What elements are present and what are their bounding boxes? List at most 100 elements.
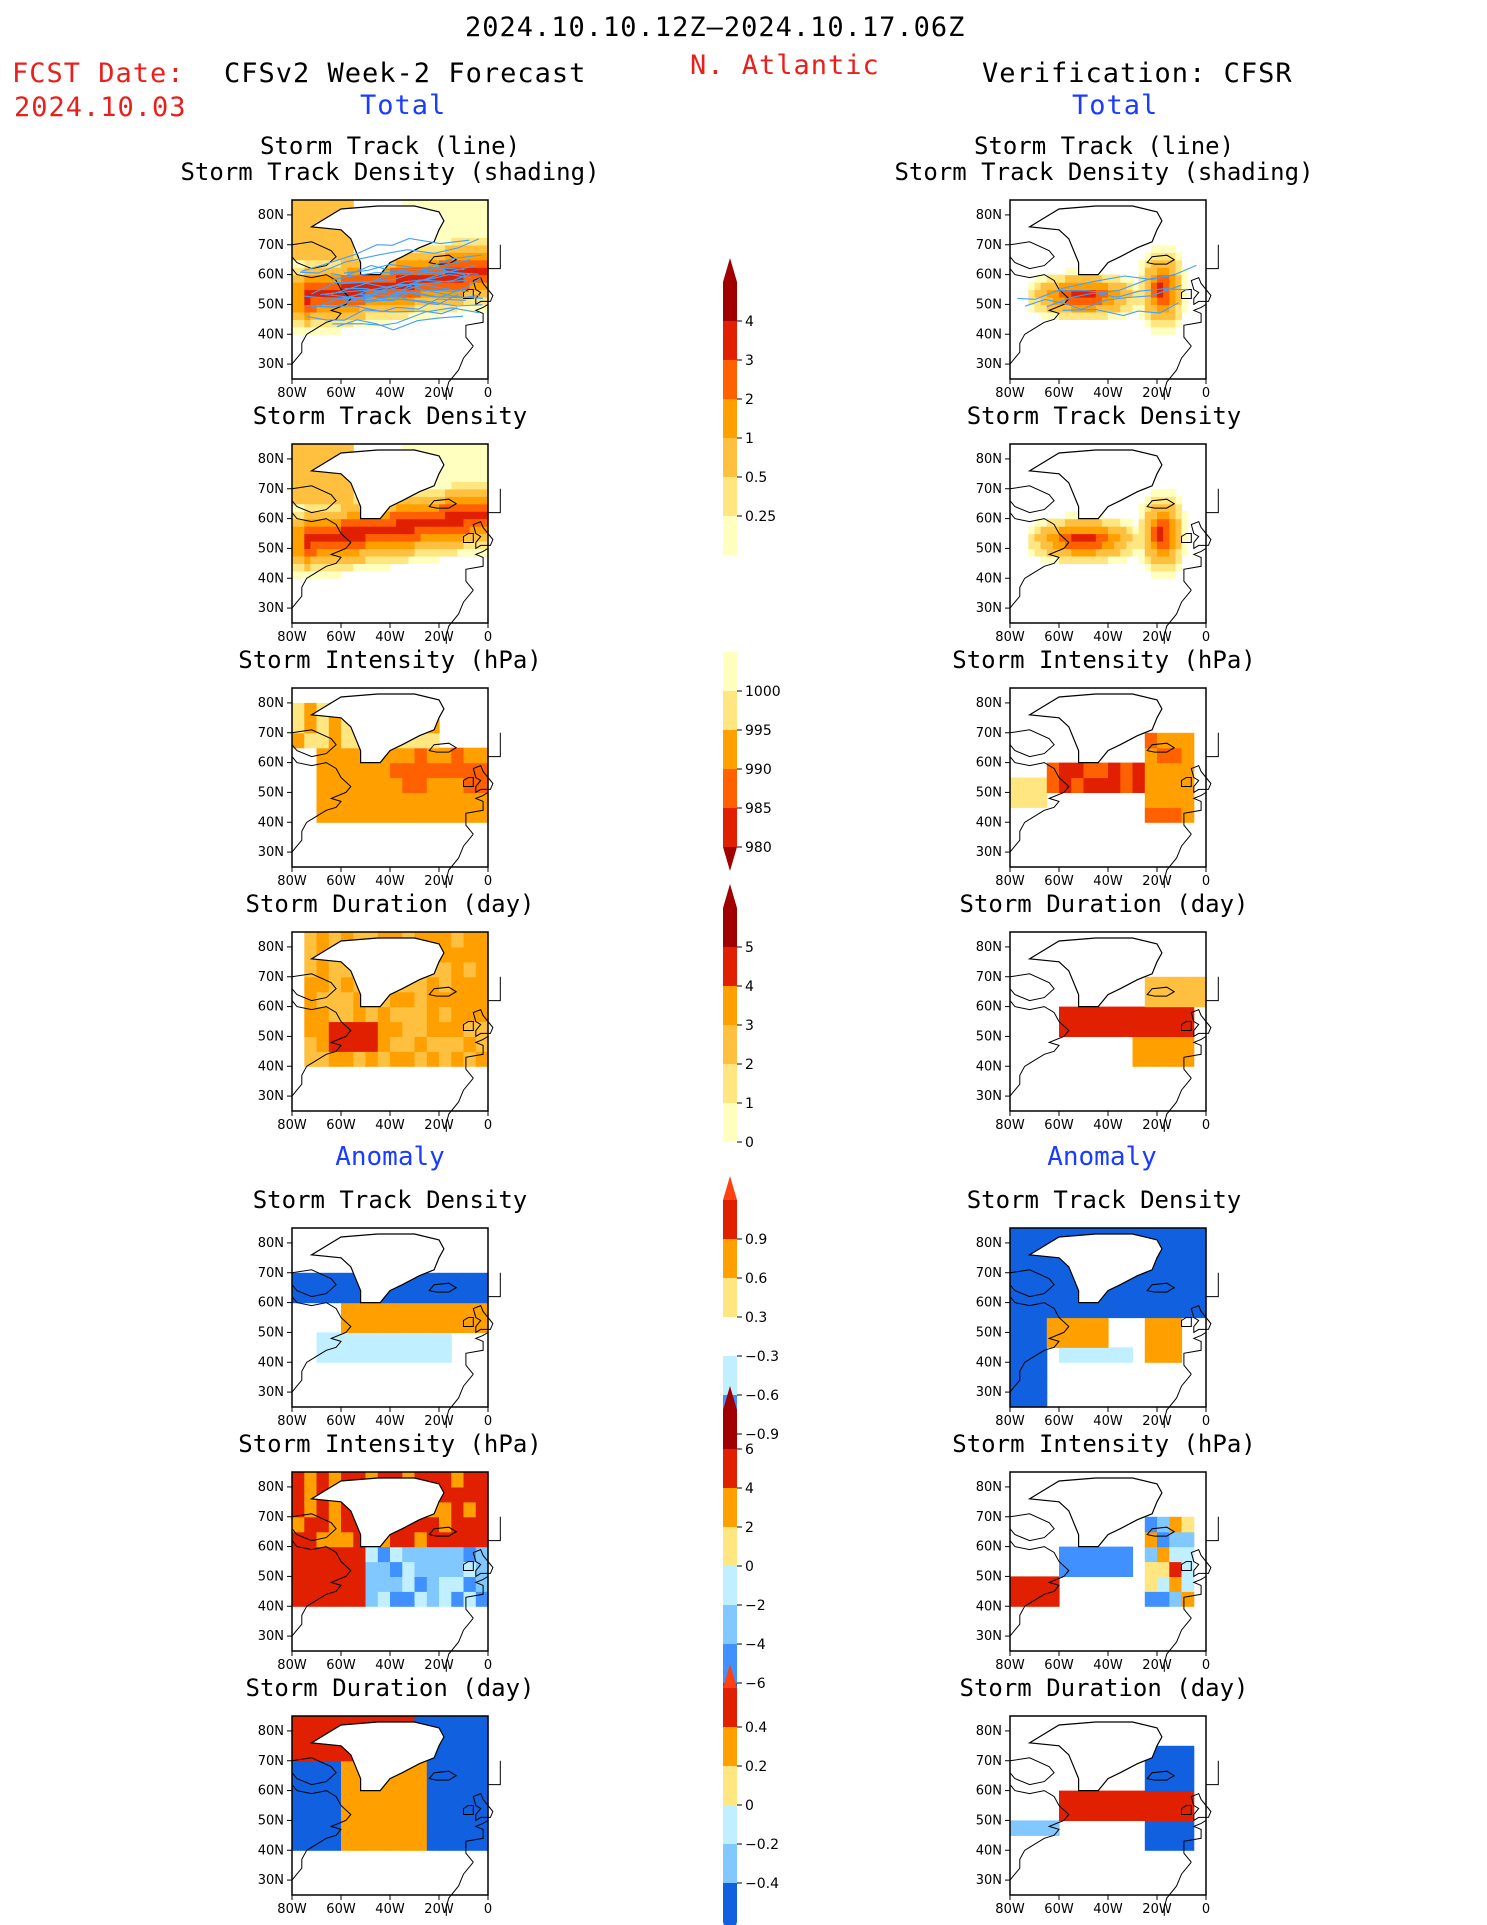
field-cell xyxy=(1157,1317,1170,1333)
field-cell xyxy=(420,252,428,261)
field-cell xyxy=(316,511,324,520)
field-cell xyxy=(298,496,305,505)
field-cell xyxy=(390,1302,403,1319)
lat-tick-label: 30N xyxy=(976,845,1002,860)
field-cell xyxy=(322,267,330,276)
field-cell xyxy=(377,518,385,527)
lon-tick-label: 0 xyxy=(484,1658,492,1673)
field-cell xyxy=(304,1531,318,1548)
field-cell xyxy=(432,274,440,283)
field-cell xyxy=(1089,297,1097,306)
greenland-coast xyxy=(1027,449,1163,520)
field-cell xyxy=(1163,541,1170,550)
field-cell xyxy=(475,932,489,948)
region-label: N. Atlantic xyxy=(690,50,880,81)
field-cell xyxy=(402,496,409,505)
field-cell xyxy=(1169,1332,1183,1348)
field-cell xyxy=(341,1576,354,1592)
field-cell xyxy=(469,451,477,460)
field-cell xyxy=(1114,304,1121,313)
field-cell xyxy=(1169,1036,1183,1052)
field-cell xyxy=(439,473,446,482)
storm-track-line xyxy=(1062,302,1179,317)
iceland-coast xyxy=(428,1526,458,1537)
field-cell xyxy=(390,548,397,557)
field-cell xyxy=(451,259,458,268)
field-cell xyxy=(1169,1257,1183,1274)
field-cell xyxy=(1120,518,1127,527)
field-cell xyxy=(353,1805,367,1821)
field-cell xyxy=(334,282,342,291)
baffin-coast xyxy=(1009,1757,1055,1786)
field-cell xyxy=(298,555,305,564)
field-cell xyxy=(390,1835,403,1851)
field-cell xyxy=(1181,1790,1195,1807)
field-cell xyxy=(1065,533,1072,542)
north-america-coast xyxy=(1009,512,1070,609)
field-cell xyxy=(475,792,489,808)
field-cell xyxy=(463,289,471,298)
field-cell xyxy=(1095,541,1103,550)
field-cell xyxy=(304,1051,318,1067)
field-cell xyxy=(322,319,330,328)
field-cell xyxy=(1163,326,1170,335)
field-cell xyxy=(475,533,483,542)
field-cell xyxy=(341,244,348,253)
field-cell xyxy=(420,533,428,542)
field-cell xyxy=(475,259,483,268)
field-cell xyxy=(322,282,330,291)
field-cell xyxy=(414,1531,428,1548)
field-cell xyxy=(1034,518,1042,527)
field-cell xyxy=(292,222,299,231)
field-cell xyxy=(469,222,477,231)
field-cell xyxy=(408,541,416,550)
field-cell xyxy=(310,526,318,535)
field-cell xyxy=(451,458,458,467)
field-cell xyxy=(1181,1272,1195,1289)
field-cell xyxy=(463,488,471,497)
field-cell xyxy=(463,473,471,482)
field-cell xyxy=(390,1790,403,1807)
lat-tick-label: 50N xyxy=(976,1569,1002,1584)
field-cell xyxy=(328,526,336,535)
field-cell xyxy=(481,548,489,557)
field-cell xyxy=(304,1745,318,1762)
europe-coast xyxy=(465,298,489,347)
field-cell xyxy=(439,1472,452,1488)
field-cell xyxy=(432,481,440,490)
field-cell xyxy=(439,747,452,764)
lat-tick-label: 80N xyxy=(976,696,1002,711)
field-cell xyxy=(1169,1835,1183,1851)
field-cell xyxy=(1169,518,1176,527)
lat-tick-label: 80N xyxy=(258,208,284,223)
field-cell xyxy=(316,488,324,497)
field-cell xyxy=(426,1021,440,1037)
britain-coast xyxy=(1190,1008,1212,1038)
field-cell xyxy=(1095,311,1103,320)
field-cell xyxy=(402,1591,416,1607)
field-cell xyxy=(451,1591,465,1607)
field-cell xyxy=(292,244,299,253)
field-cell xyxy=(1181,1591,1195,1607)
field-cell xyxy=(347,488,354,497)
field-cell xyxy=(1083,1317,1097,1333)
field-cell xyxy=(1022,1392,1036,1408)
lat-tick-label: 80N xyxy=(258,940,284,955)
field-cell xyxy=(1101,518,1109,527)
lon-tick-label: 40W xyxy=(375,1118,405,1133)
field-cell xyxy=(377,541,385,550)
field-cell xyxy=(347,555,354,564)
field-cell xyxy=(469,214,477,223)
field-cell xyxy=(298,541,305,550)
north-america-coast xyxy=(1009,756,1070,853)
field-cell xyxy=(1046,533,1054,542)
field-cell xyxy=(439,1775,452,1792)
field-cell xyxy=(292,1501,305,1518)
storm-track-line xyxy=(330,259,471,295)
colorbar-label: 4 xyxy=(745,314,754,330)
field-cell xyxy=(316,289,324,298)
field-cell xyxy=(377,319,385,328)
field-cell xyxy=(298,326,305,335)
field-cell xyxy=(1181,1546,1195,1563)
field-cell xyxy=(1157,732,1170,749)
